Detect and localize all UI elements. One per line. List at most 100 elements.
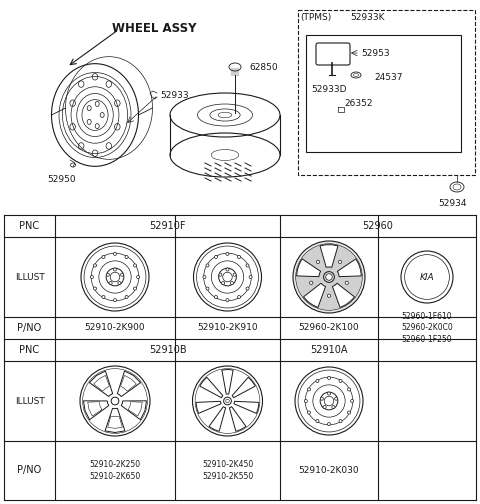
- Ellipse shape: [230, 282, 233, 285]
- Text: 52960-2K100: 52960-2K100: [299, 324, 360, 333]
- Ellipse shape: [238, 295, 240, 298]
- Ellipse shape: [226, 268, 229, 271]
- Text: 52933K: 52933K: [350, 13, 384, 22]
- Text: KIA: KIA: [420, 273, 434, 282]
- Polygon shape: [94, 375, 109, 391]
- Polygon shape: [337, 259, 361, 277]
- Text: 52910-2K900: 52910-2K900: [84, 324, 145, 333]
- Ellipse shape: [226, 298, 229, 302]
- Ellipse shape: [296, 244, 362, 310]
- Ellipse shape: [102, 256, 105, 259]
- Ellipse shape: [293, 241, 365, 313]
- Text: (TPMS): (TPMS): [300, 13, 331, 22]
- Ellipse shape: [323, 406, 326, 409]
- Ellipse shape: [304, 400, 307, 403]
- Ellipse shape: [215, 256, 217, 259]
- Text: 52933D: 52933D: [311, 86, 347, 95]
- Text: P/NO: P/NO: [17, 466, 42, 475]
- Ellipse shape: [118, 282, 121, 285]
- Ellipse shape: [215, 295, 217, 298]
- Polygon shape: [120, 375, 136, 391]
- Text: 52910-2K910: 52910-2K910: [197, 324, 258, 333]
- Text: 52910-2K450
52910-2K550: 52910-2K450 52910-2K550: [202, 460, 253, 481]
- Text: PNC: PNC: [19, 221, 39, 231]
- Ellipse shape: [316, 260, 320, 264]
- Polygon shape: [303, 283, 325, 307]
- Ellipse shape: [345, 281, 348, 284]
- Ellipse shape: [246, 287, 249, 290]
- Ellipse shape: [249, 276, 252, 279]
- Ellipse shape: [348, 411, 350, 414]
- Ellipse shape: [327, 376, 331, 380]
- Ellipse shape: [203, 276, 206, 279]
- Ellipse shape: [308, 388, 311, 391]
- Ellipse shape: [226, 253, 229, 256]
- Ellipse shape: [94, 264, 96, 267]
- Ellipse shape: [94, 287, 96, 290]
- Text: 52953: 52953: [361, 48, 390, 57]
- Ellipse shape: [350, 400, 354, 403]
- Ellipse shape: [238, 256, 240, 259]
- Ellipse shape: [327, 392, 331, 395]
- Polygon shape: [297, 259, 321, 277]
- Ellipse shape: [109, 282, 112, 285]
- Ellipse shape: [310, 281, 313, 284]
- Ellipse shape: [113, 298, 117, 302]
- Text: 52910F: 52910F: [149, 221, 186, 231]
- Ellipse shape: [206, 287, 209, 290]
- Text: 52960-1F610
52960-2K0C0
52960-1F250: 52960-1F610 52960-2K0C0 52960-1F250: [401, 311, 453, 344]
- Ellipse shape: [219, 273, 222, 276]
- Ellipse shape: [338, 260, 342, 264]
- Ellipse shape: [137, 276, 140, 279]
- Polygon shape: [108, 416, 122, 428]
- Ellipse shape: [246, 264, 249, 267]
- Ellipse shape: [308, 411, 311, 414]
- Polygon shape: [333, 283, 355, 307]
- Text: 52960: 52960: [362, 221, 394, 231]
- Text: PNC: PNC: [19, 345, 39, 355]
- Ellipse shape: [226, 399, 229, 403]
- Ellipse shape: [339, 380, 342, 383]
- Ellipse shape: [233, 273, 236, 276]
- Text: 26352: 26352: [344, 98, 372, 107]
- Ellipse shape: [339, 419, 342, 422]
- Text: 62850: 62850: [249, 62, 277, 72]
- Ellipse shape: [316, 419, 319, 422]
- Ellipse shape: [113, 253, 117, 256]
- Text: 52910B: 52910B: [149, 345, 186, 355]
- Text: 52910-2K030: 52910-2K030: [299, 466, 360, 475]
- Text: ILLUST: ILLUST: [14, 397, 44, 406]
- Polygon shape: [88, 402, 102, 416]
- Ellipse shape: [222, 282, 225, 285]
- Ellipse shape: [327, 294, 331, 297]
- Polygon shape: [128, 402, 142, 416]
- Ellipse shape: [326, 274, 332, 280]
- Text: 52910A: 52910A: [310, 345, 348, 355]
- Text: ILLUST: ILLUST: [14, 273, 44, 282]
- Text: 52934: 52934: [439, 199, 467, 208]
- Ellipse shape: [316, 380, 319, 383]
- Text: 52933: 52933: [160, 91, 189, 99]
- Text: 52910-2K250
52910-2K650: 52910-2K250 52910-2K650: [89, 460, 141, 481]
- Ellipse shape: [320, 397, 324, 400]
- Ellipse shape: [327, 422, 331, 426]
- Ellipse shape: [133, 264, 136, 267]
- Ellipse shape: [102, 295, 105, 298]
- Ellipse shape: [335, 397, 337, 400]
- Text: P/NO: P/NO: [17, 323, 42, 333]
- Polygon shape: [320, 245, 338, 267]
- Text: 24537: 24537: [374, 73, 403, 82]
- Ellipse shape: [324, 272, 335, 282]
- Ellipse shape: [348, 388, 350, 391]
- Text: WHEEL ASSY: WHEEL ASSY: [112, 22, 196, 35]
- Ellipse shape: [332, 406, 335, 409]
- Ellipse shape: [107, 273, 109, 276]
- Ellipse shape: [206, 264, 209, 267]
- Ellipse shape: [113, 268, 117, 271]
- Ellipse shape: [90, 276, 94, 279]
- Ellipse shape: [125, 295, 128, 298]
- Text: 52950: 52950: [48, 175, 76, 184]
- Ellipse shape: [120, 273, 124, 276]
- Ellipse shape: [133, 287, 136, 290]
- Ellipse shape: [125, 256, 128, 259]
